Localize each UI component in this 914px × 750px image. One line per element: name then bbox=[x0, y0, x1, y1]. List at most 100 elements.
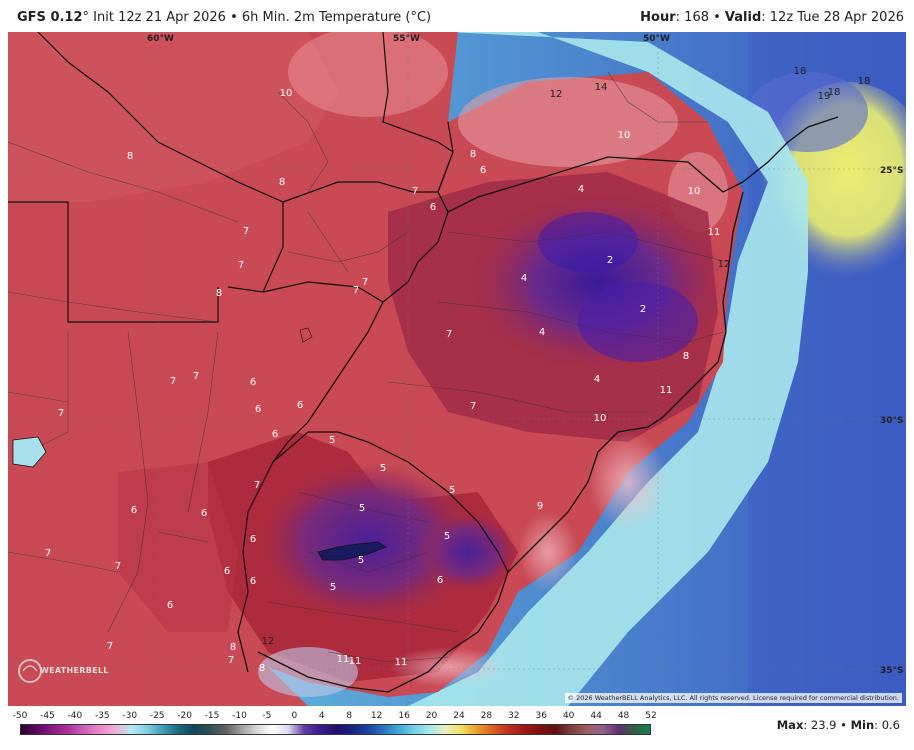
contour-value-label: 6 bbox=[297, 400, 303, 411]
copyright-notice: © 2026 WeatherBELL Analytics, LLC. All r… bbox=[564, 693, 902, 703]
max-label: Max bbox=[776, 718, 804, 732]
contour-value-label: 5 bbox=[329, 435, 335, 446]
contour-value-label: 8 bbox=[259, 663, 265, 674]
contour-value-label: 12 bbox=[718, 259, 731, 270]
contour-value-label: 18 bbox=[858, 76, 871, 87]
contour-value-label: 19 bbox=[818, 91, 831, 102]
colorbar-tick: 4 bbox=[318, 711, 325, 721]
contour-value-label: 8 bbox=[127, 151, 133, 162]
contour-value-label: 2 bbox=[640, 304, 646, 315]
max-min-stats: Max: 23.9 • Min: 0.6 bbox=[777, 718, 900, 732]
contour-value-label: 18 bbox=[828, 87, 841, 98]
contour-value-label: 11 bbox=[660, 385, 673, 396]
valid-label: Valid bbox=[724, 10, 762, 25]
contour-value-label: 6 bbox=[255, 404, 261, 415]
lat-label-35s: 35°S bbox=[880, 666, 904, 676]
colorbar-tick: -10 bbox=[232, 711, 247, 721]
colorbar-tick: 16 bbox=[398, 711, 410, 721]
contour-value-label: 9 bbox=[537, 501, 543, 512]
state-borders bbox=[8, 71, 729, 663]
colorbar-tick: 0 bbox=[291, 711, 298, 721]
contour-value-label: 6 bbox=[224, 566, 230, 577]
run-info: ° Init 12z 21 Apr 2026 • 6h Min. 2m Temp… bbox=[82, 10, 432, 25]
colorbar-tick: -15 bbox=[204, 711, 220, 721]
colorbar-tick: -40 bbox=[67, 711, 83, 721]
contour-value-label: 6 bbox=[250, 377, 256, 388]
valid-value: : 12z Tue 28 Apr 2026 bbox=[761, 10, 904, 25]
valid-time: Hour: 168 • Valid: 12z Tue 28 Apr 2026 bbox=[640, 10, 904, 25]
contour-value-label: 7 bbox=[243, 226, 249, 237]
hour-label: Hour bbox=[640, 10, 676, 25]
contour-value-label: 7 bbox=[362, 277, 368, 288]
contour-value-label: 7 bbox=[45, 548, 51, 559]
hour-value: : 168 • bbox=[675, 10, 725, 25]
lake bbox=[317, 541, 387, 561]
contour-value-label: 7 bbox=[107, 641, 113, 652]
colorbar-tick: 48 bbox=[617, 711, 630, 721]
contour-value-label: 6 bbox=[437, 575, 443, 586]
contour-value-label: 4 bbox=[594, 374, 600, 385]
logo-text: WEATHERBELL bbox=[40, 666, 109, 675]
contour-value-label: 4 bbox=[521, 273, 527, 284]
colorbar-tick: 52 bbox=[645, 711, 657, 721]
lat-label-25s: 25°S bbox=[880, 166, 904, 176]
contour-value-label: 7 bbox=[170, 376, 176, 387]
colorbar-tick: -50 bbox=[12, 711, 28, 721]
contour-value-label: 7 bbox=[115, 561, 121, 572]
colorbar-tick: -30 bbox=[122, 711, 138, 721]
graticule bbox=[8, 32, 906, 706]
colorbar-tick: 32 bbox=[508, 711, 520, 721]
contour-value-label: 4 bbox=[578, 184, 584, 195]
lagoon bbox=[12, 436, 47, 468]
contour-value-label: 10 bbox=[280, 88, 293, 99]
contour-value-label: 11 bbox=[395, 657, 408, 668]
lat-label-30s: 30°S bbox=[880, 416, 904, 426]
contour-value-label: 6 bbox=[131, 505, 137, 516]
contour-value-label: 5 bbox=[359, 503, 365, 514]
contour-value-label: 5 bbox=[358, 555, 364, 566]
contour-value-label: 8 bbox=[470, 149, 476, 160]
contour-value-label: 7 bbox=[254, 480, 260, 491]
contour-value-label: 8 bbox=[216, 288, 222, 299]
contour-value-label: 7 bbox=[238, 260, 244, 271]
colorbar-tick: 36 bbox=[535, 711, 547, 721]
contour-value-label: 14 bbox=[595, 82, 608, 93]
colorbar-tick: 24 bbox=[453, 711, 465, 721]
contour-value-label: 6 bbox=[250, 534, 256, 545]
colorbar-tick: 20 bbox=[425, 711, 438, 721]
model-name: GFS 0.12 bbox=[17, 10, 83, 25]
contour-value-label: 11 bbox=[708, 227, 721, 238]
colorbar-tick: 28 bbox=[480, 711, 493, 721]
contour-value-label: 7 bbox=[412, 186, 418, 197]
min-value: : 0.6 bbox=[874, 718, 900, 732]
contour-value-label: 10 bbox=[618, 130, 631, 141]
contour-value-label: 8 bbox=[279, 177, 285, 188]
contour-value-label: 7 bbox=[228, 655, 234, 666]
contour-value-label: 5 bbox=[380, 463, 386, 474]
colorbar-tick-labels: -50 -45 -40 -35 -30 -25 -20 -15 -10 -5 0 4 8 12 16 20 24… bbox=[0, 711, 914, 723]
contour-value-label: 7 bbox=[193, 371, 199, 382]
max-value: : 23.9 • bbox=[803, 718, 851, 732]
colorbar-tick: 40 bbox=[562, 711, 575, 721]
colorbar-tick: -20 bbox=[177, 711, 192, 721]
contour-value-label: 10 bbox=[688, 186, 701, 197]
min-label: Min bbox=[850, 718, 875, 732]
contour-value-label: 12 bbox=[262, 636, 275, 647]
contour-value-label: 7 bbox=[58, 408, 64, 419]
contour-value-label: 18 bbox=[794, 66, 807, 77]
contour-value-label: 5 bbox=[330, 582, 336, 593]
contour-value-label: 6 bbox=[201, 508, 207, 519]
temperature-map: 60°W 55°W 50°W 25°S 30°S 35°S 10 8 8 7 6 8 6 12… bbox=[8, 32, 906, 706]
contour-value-label: 4 bbox=[539, 327, 545, 338]
contour-value-label: 12 bbox=[550, 89, 563, 100]
colorbar-tick: -35 bbox=[94, 711, 110, 721]
contour-value-label: 8 bbox=[683, 351, 689, 362]
weatherbell-logo: WEATHERBELL bbox=[14, 656, 108, 686]
colorbar-tick: -5 bbox=[262, 711, 272, 721]
lon-label-60w: 60°W bbox=[147, 34, 174, 44]
contour-value-label: 7 bbox=[446, 329, 452, 340]
cold-core-south bbox=[258, 462, 478, 622]
coastline bbox=[257, 116, 839, 693]
contour-value-label: 6 bbox=[167, 600, 173, 611]
